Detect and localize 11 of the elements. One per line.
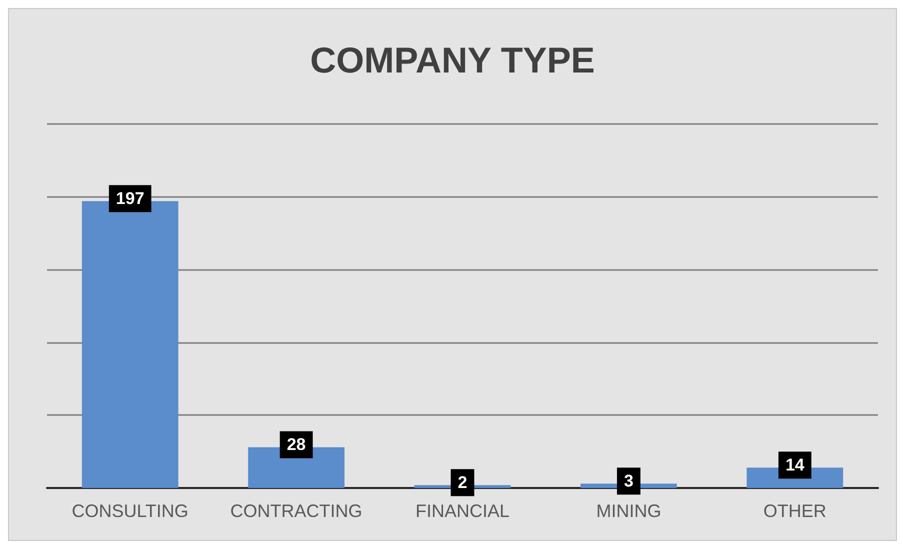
chart-title: COMPANY TYPE bbox=[310, 40, 595, 80]
data-label: 3 bbox=[624, 472, 634, 491]
data-label: 28 bbox=[286, 435, 306, 454]
x-tick-label: FINANCIAL bbox=[415, 501, 510, 521]
x-tick-label: CONTRACTING bbox=[230, 501, 362, 521]
data-label: 2 bbox=[458, 473, 468, 492]
data-label: 14 bbox=[785, 456, 805, 475]
x-tick-label: CONSULTING bbox=[72, 501, 188, 521]
data-label: 197 bbox=[116, 189, 144, 208]
x-tick-label: OTHER bbox=[763, 501, 826, 521]
x-tick-label: MINING bbox=[596, 501, 662, 521]
